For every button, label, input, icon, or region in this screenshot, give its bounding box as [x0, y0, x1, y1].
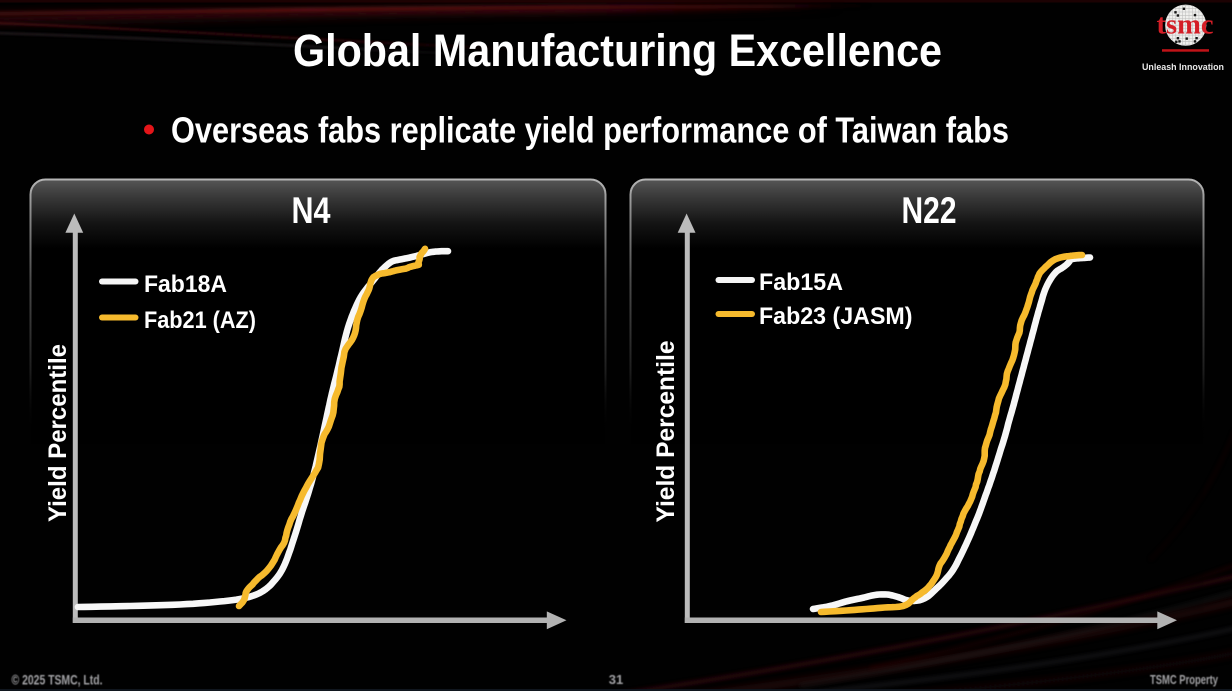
svg-text:Fab18A: Fab18A: [144, 271, 227, 298]
svg-text:Yield Percentile: Yield Percentile: [652, 340, 680, 522]
svg-text:Fab21 (AZ): Fab21 (AZ): [144, 307, 256, 334]
svg-text:Yield Percentile: Yield Percentile: [44, 344, 72, 522]
svg-text:TSMC Property: TSMC Property: [1150, 672, 1219, 687]
svg-text:Fab23 (JASM): Fab23 (JASM): [759, 303, 913, 330]
svg-text:© 2025 TSMC, Ltd.: © 2025 TSMC, Ltd.: [12, 673, 103, 688]
svg-text:31: 31: [609, 672, 623, 687]
svg-text:Unleash Innovation: Unleash Innovation: [1142, 62, 1224, 72]
svg-text:Global Manufacturing Excellenc: Global Manufacturing Excellence: [293, 25, 942, 76]
svg-text:Fab15A: Fab15A: [759, 269, 843, 296]
svg-text:Overseas fabs replicate yield: Overseas fabs replicate yield performanc…: [171, 110, 1009, 151]
svg-text:N4: N4: [292, 190, 331, 231]
svg-text:tsmc: tsmc: [1157, 10, 1214, 41]
svg-text:N22: N22: [902, 190, 957, 231]
